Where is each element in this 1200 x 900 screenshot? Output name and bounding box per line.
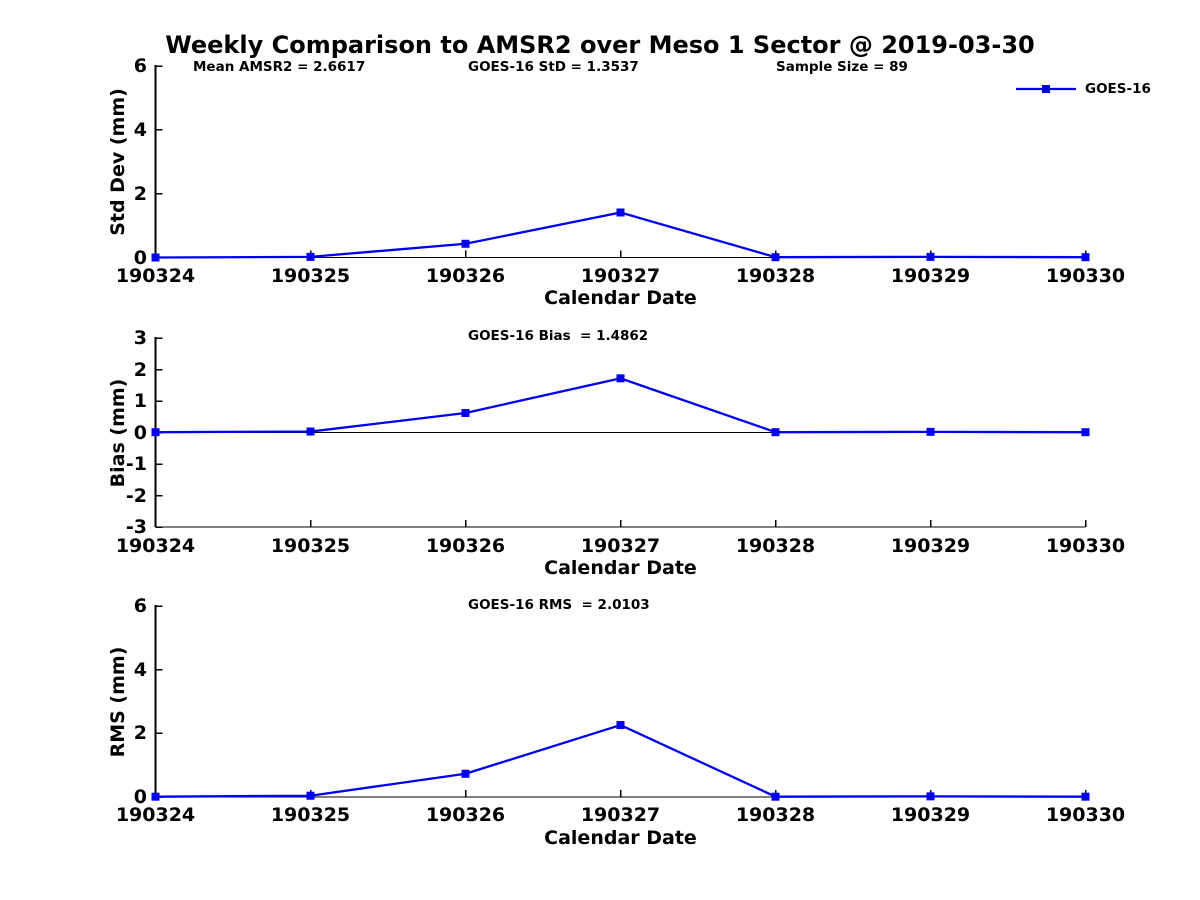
data-point xyxy=(926,792,935,801)
x-tick-label: 190328 xyxy=(735,265,816,287)
legend: GOES-16 xyxy=(1014,80,1151,98)
y-tick-label: -1 xyxy=(125,453,147,475)
x-tick-label: 190327 xyxy=(580,265,661,287)
x-tick-label: 190329 xyxy=(890,265,971,287)
y-tick-label: 1 xyxy=(133,390,147,412)
x-tick-label: 190325 xyxy=(270,535,351,557)
y-tick-label: 0 xyxy=(133,246,147,269)
data-point xyxy=(771,428,780,437)
data-point xyxy=(151,428,160,437)
data-point xyxy=(306,427,315,436)
data-point xyxy=(461,239,470,248)
x-tick-label: 190327 xyxy=(580,804,661,826)
data-point xyxy=(616,208,625,217)
y-tick-label: -2 xyxy=(125,484,147,507)
x-tick-label: 190326 xyxy=(425,535,506,557)
x-tick-label: 190328 xyxy=(735,535,816,557)
x-tick-label: 190324 xyxy=(115,535,196,557)
panel-annotation: GOES-16 RMS = 2.0103 xyxy=(468,597,650,613)
data-point xyxy=(616,374,625,383)
y-tick-label: 0 xyxy=(133,786,147,808)
data-point xyxy=(1081,428,1090,437)
data-point xyxy=(926,427,935,436)
x-tick-label: 190325 xyxy=(270,265,351,287)
data-point xyxy=(926,252,935,261)
legend-line-icon xyxy=(1016,85,1076,93)
y-tick-label: 4 xyxy=(133,658,147,681)
x-tick-label: 190326 xyxy=(425,265,506,287)
y-axis-title: RMS (mm) xyxy=(107,646,129,757)
x-tick-label: 190324 xyxy=(115,804,196,826)
data-point xyxy=(1081,792,1090,801)
y-tick-label: 2 xyxy=(133,182,147,205)
x-tick-label: 190326 xyxy=(425,804,506,826)
panel-annotation: GOES-16 Bias = 1.4862 xyxy=(468,328,649,344)
panel-annotation: GOES-16 StD = 1.3537 xyxy=(468,59,639,75)
x-tick-label: 190330 xyxy=(1045,804,1126,826)
x-tick-label: 190328 xyxy=(735,804,816,826)
data-point xyxy=(771,792,780,801)
y-tick-label: 4 xyxy=(133,118,147,141)
x-tick-label: 190330 xyxy=(1045,265,1126,287)
x-tick-label: 190324 xyxy=(115,265,196,287)
x-tick-label: 190325 xyxy=(270,804,351,826)
data-point xyxy=(1081,253,1090,262)
y-tick-label: 3 xyxy=(133,327,147,349)
figure-title: Weekly Comparison to AMSR2 over Meso 1 S… xyxy=(165,31,1035,59)
x-tick-label: 190327 xyxy=(580,535,661,557)
data-point xyxy=(306,252,315,261)
x-tick-label: 190329 xyxy=(890,535,971,557)
panel-annotation: Sample Size = 89 xyxy=(776,59,908,75)
x-axis-title: Calendar Date xyxy=(544,827,697,849)
data-point xyxy=(151,253,160,262)
data-point xyxy=(461,769,470,778)
y-tick-label: -3 xyxy=(125,516,147,538)
x-tick-label: 190330 xyxy=(1045,535,1126,557)
data-point xyxy=(151,792,160,801)
data-point xyxy=(306,791,315,800)
panel-annotation: Mean AMSR2 = 2.6617 xyxy=(193,59,366,75)
y-tick-label: 2 xyxy=(133,722,147,745)
data-point xyxy=(461,408,470,417)
data-point xyxy=(616,721,625,730)
y-tick-label: 6 xyxy=(133,595,147,617)
x-tick-label: 190329 xyxy=(890,804,971,826)
y-tick-label: 0 xyxy=(133,421,147,444)
data-line xyxy=(155,723,1086,798)
legend-label: GOES-16 xyxy=(1085,81,1151,97)
data-point xyxy=(771,253,780,262)
y-axis-title: Bias (mm) xyxy=(107,378,129,487)
y-tick-label: 2 xyxy=(133,358,147,381)
data-line xyxy=(155,377,1086,434)
x-axis-title: Calendar Date xyxy=(544,557,697,579)
x-axis-title: Calendar Date xyxy=(544,287,697,309)
y-tick-label: 6 xyxy=(133,55,147,77)
y-axis-title: Std Dev (mm) xyxy=(107,87,129,236)
